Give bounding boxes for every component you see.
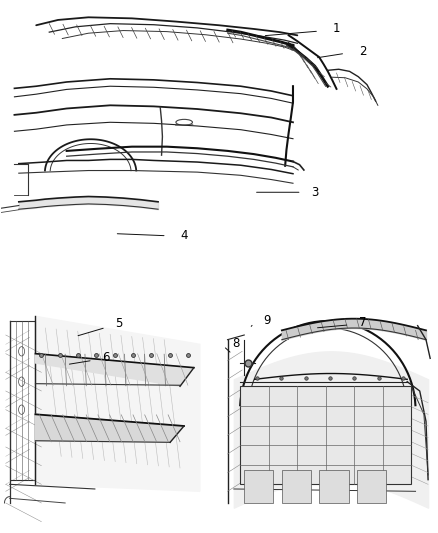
Text: 5: 5 — [115, 317, 123, 330]
Text: 2: 2 — [359, 45, 366, 58]
Text: 9: 9 — [263, 314, 271, 327]
Bar — [282, 470, 311, 503]
Polygon shape — [35, 414, 184, 442]
Polygon shape — [35, 317, 200, 491]
Bar — [240, 386, 411, 484]
Bar — [6, 293, 204, 526]
Text: 7: 7 — [359, 316, 366, 329]
Text: 4: 4 — [180, 229, 188, 242]
Bar — [319, 470, 349, 503]
Bar — [357, 470, 386, 503]
Bar — [223, 293, 432, 526]
Text: 8: 8 — [233, 337, 240, 350]
Polygon shape — [35, 354, 194, 386]
Bar — [244, 470, 273, 503]
Text: 3: 3 — [311, 186, 318, 199]
Text: 1: 1 — [333, 22, 340, 36]
Text: 6: 6 — [102, 351, 110, 364]
